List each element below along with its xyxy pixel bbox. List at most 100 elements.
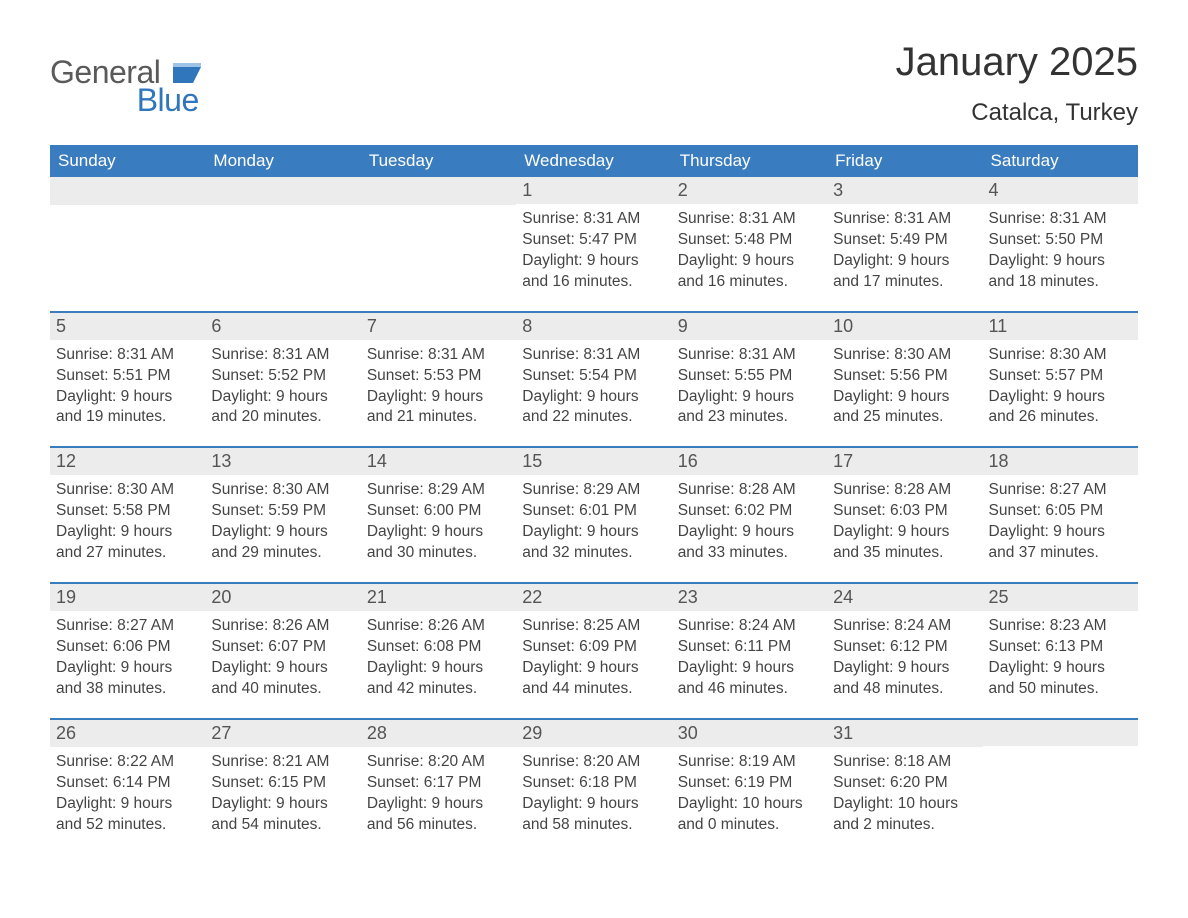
day-number-empty bbox=[50, 177, 205, 205]
daylight-text: Daylight: 9 hours and 30 minutes. bbox=[367, 522, 510, 564]
day-content: Sunrise: 8:31 AMSunset: 5:53 PMDaylight:… bbox=[361, 340, 516, 429]
sunrise-text: Sunrise: 8:31 AM bbox=[989, 209, 1132, 230]
sunset-text: Sunset: 5:47 PM bbox=[522, 230, 665, 251]
day-content: Sunrise: 8:31 AMSunset: 5:47 PMDaylight:… bbox=[516, 204, 671, 293]
dow-wednesday: Wednesday bbox=[516, 145, 671, 177]
day-content: Sunrise: 8:31 AMSunset: 5:48 PMDaylight:… bbox=[672, 204, 827, 293]
sunset-text: Sunset: 6:14 PM bbox=[56, 773, 199, 794]
day-cell bbox=[50, 177, 205, 311]
dow-thursday: Thursday bbox=[672, 145, 827, 177]
sunset-text: Sunset: 6:01 PM bbox=[522, 501, 665, 522]
day-cell: 20Sunrise: 8:26 AMSunset: 6:07 PMDayligh… bbox=[205, 582, 360, 718]
day-number: 26 bbox=[50, 718, 205, 747]
day-cell: 9Sunrise: 8:31 AMSunset: 5:55 PMDaylight… bbox=[672, 311, 827, 447]
day-number: 3 bbox=[827, 177, 982, 204]
day-number-empty bbox=[205, 177, 360, 205]
sunset-text: Sunset: 6:09 PM bbox=[522, 637, 665, 658]
day-number: 31 bbox=[827, 718, 982, 747]
day-content: Sunrise: 8:31 AMSunset: 5:54 PMDaylight:… bbox=[516, 340, 671, 429]
day-number: 22 bbox=[516, 582, 671, 611]
sunrise-text: Sunrise: 8:23 AM bbox=[989, 616, 1132, 637]
sunset-text: Sunset: 6:05 PM bbox=[989, 501, 1132, 522]
week-row: 1Sunrise: 8:31 AMSunset: 5:47 PMDaylight… bbox=[50, 177, 1138, 311]
daylight-text: Daylight: 9 hours and 23 minutes. bbox=[678, 387, 821, 429]
day-cell: 3Sunrise: 8:31 AMSunset: 5:49 PMDaylight… bbox=[827, 177, 982, 311]
daylight-text: Daylight: 9 hours and 27 minutes. bbox=[56, 522, 199, 564]
sunrise-text: Sunrise: 8:26 AM bbox=[367, 616, 510, 637]
day-number: 18 bbox=[983, 446, 1138, 475]
daylight-text: Daylight: 9 hours and 35 minutes. bbox=[833, 522, 976, 564]
day-number: 2 bbox=[672, 177, 827, 204]
day-number: 30 bbox=[672, 718, 827, 747]
day-cell: 8Sunrise: 8:31 AMSunset: 5:54 PMDaylight… bbox=[516, 311, 671, 447]
day-content: Sunrise: 8:26 AMSunset: 6:07 PMDaylight:… bbox=[205, 611, 360, 700]
day-cell: 21Sunrise: 8:26 AMSunset: 6:08 PMDayligh… bbox=[361, 582, 516, 718]
month-title: January 2025 bbox=[896, 40, 1138, 85]
sunrise-text: Sunrise: 8:27 AM bbox=[56, 616, 199, 637]
sunset-text: Sunset: 6:17 PM bbox=[367, 773, 510, 794]
day-number: 16 bbox=[672, 446, 827, 475]
day-number: 28 bbox=[361, 718, 516, 747]
day-cell: 19Sunrise: 8:27 AMSunset: 6:06 PMDayligh… bbox=[50, 582, 205, 718]
sunrise-text: Sunrise: 8:31 AM bbox=[211, 345, 354, 366]
sunrise-text: Sunrise: 8:31 AM bbox=[56, 345, 199, 366]
day-content: Sunrise: 8:24 AMSunset: 6:12 PMDaylight:… bbox=[827, 611, 982, 700]
sunrise-text: Sunrise: 8:31 AM bbox=[678, 209, 821, 230]
day-content: Sunrise: 8:31 AMSunset: 5:50 PMDaylight:… bbox=[983, 204, 1138, 293]
day-content: Sunrise: 8:20 AMSunset: 6:17 PMDaylight:… bbox=[361, 747, 516, 836]
day-number: 4 bbox=[983, 177, 1138, 204]
sunset-text: Sunset: 5:59 PM bbox=[211, 501, 354, 522]
day-number: 10 bbox=[827, 311, 982, 340]
day-cell: 22Sunrise: 8:25 AMSunset: 6:09 PMDayligh… bbox=[516, 582, 671, 718]
sunrise-text: Sunrise: 8:26 AM bbox=[211, 616, 354, 637]
daylight-text: Daylight: 9 hours and 25 minutes. bbox=[833, 387, 976, 429]
sunset-text: Sunset: 5:48 PM bbox=[678, 230, 821, 251]
daylight-text: Daylight: 9 hours and 42 minutes. bbox=[367, 658, 510, 700]
sunrise-text: Sunrise: 8:19 AM bbox=[678, 752, 821, 773]
daylight-text: Daylight: 9 hours and 26 minutes. bbox=[989, 387, 1132, 429]
day-number: 23 bbox=[672, 582, 827, 611]
day-content: Sunrise: 8:20 AMSunset: 6:18 PMDaylight:… bbox=[516, 747, 671, 836]
daylight-text: Daylight: 9 hours and 32 minutes. bbox=[522, 522, 665, 564]
sunset-text: Sunset: 6:00 PM bbox=[367, 501, 510, 522]
sunrise-text: Sunrise: 8:30 AM bbox=[989, 345, 1132, 366]
day-cell: 15Sunrise: 8:29 AMSunset: 6:01 PMDayligh… bbox=[516, 446, 671, 582]
sunset-text: Sunset: 5:50 PM bbox=[989, 230, 1132, 251]
day-number: 13 bbox=[205, 446, 360, 475]
day-cell: 6Sunrise: 8:31 AMSunset: 5:52 PMDaylight… bbox=[205, 311, 360, 447]
day-of-week-header: Sunday Monday Tuesday Wednesday Thursday… bbox=[50, 145, 1138, 177]
day-number-empty bbox=[361, 177, 516, 205]
day-number: 1 bbox=[516, 177, 671, 204]
sunrise-text: Sunrise: 8:30 AM bbox=[56, 480, 199, 501]
daylight-text: Daylight: 9 hours and 40 minutes. bbox=[211, 658, 354, 700]
day-cell: 16Sunrise: 8:28 AMSunset: 6:02 PMDayligh… bbox=[672, 446, 827, 582]
logo: General Blue bbox=[50, 40, 201, 117]
daylight-text: Daylight: 9 hours and 54 minutes. bbox=[211, 794, 354, 836]
day-cell: 11Sunrise: 8:30 AMSunset: 5:57 PMDayligh… bbox=[983, 311, 1138, 447]
daylight-text: Daylight: 10 hours and 0 minutes. bbox=[678, 794, 821, 836]
sunrise-text: Sunrise: 8:31 AM bbox=[678, 345, 821, 366]
header: General Blue January 2025 Catalca, Turke… bbox=[50, 40, 1138, 127]
sunset-text: Sunset: 6:02 PM bbox=[678, 501, 821, 522]
day-number: 5 bbox=[50, 311, 205, 340]
week-row: 19Sunrise: 8:27 AMSunset: 6:06 PMDayligh… bbox=[50, 582, 1138, 718]
daylight-text: Daylight: 9 hours and 37 minutes. bbox=[989, 522, 1132, 564]
day-content: Sunrise: 8:31 AMSunset: 5:49 PMDaylight:… bbox=[827, 204, 982, 293]
day-content: Sunrise: 8:23 AMSunset: 6:13 PMDaylight:… bbox=[983, 611, 1138, 700]
day-cell: 24Sunrise: 8:24 AMSunset: 6:12 PMDayligh… bbox=[827, 582, 982, 718]
dow-sunday: Sunday bbox=[50, 145, 205, 177]
dow-friday: Friday bbox=[827, 145, 982, 177]
day-content: Sunrise: 8:31 AMSunset: 5:52 PMDaylight:… bbox=[205, 340, 360, 429]
day-number-empty bbox=[983, 718, 1138, 746]
daylight-text: Daylight: 9 hours and 22 minutes. bbox=[522, 387, 665, 429]
sunset-text: Sunset: 6:13 PM bbox=[989, 637, 1132, 658]
week-row: 26Sunrise: 8:22 AMSunset: 6:14 PMDayligh… bbox=[50, 718, 1138, 854]
day-content: Sunrise: 8:29 AMSunset: 6:00 PMDaylight:… bbox=[361, 475, 516, 564]
title-block: January 2025 Catalca, Turkey bbox=[896, 40, 1138, 127]
day-cell: 10Sunrise: 8:30 AMSunset: 5:56 PMDayligh… bbox=[827, 311, 982, 447]
sunset-text: Sunset: 6:20 PM bbox=[833, 773, 976, 794]
sunrise-text: Sunrise: 8:29 AM bbox=[367, 480, 510, 501]
day-content: Sunrise: 8:28 AMSunset: 6:02 PMDaylight:… bbox=[672, 475, 827, 564]
sunset-text: Sunset: 5:54 PM bbox=[522, 366, 665, 387]
day-content: Sunrise: 8:28 AMSunset: 6:03 PMDaylight:… bbox=[827, 475, 982, 564]
